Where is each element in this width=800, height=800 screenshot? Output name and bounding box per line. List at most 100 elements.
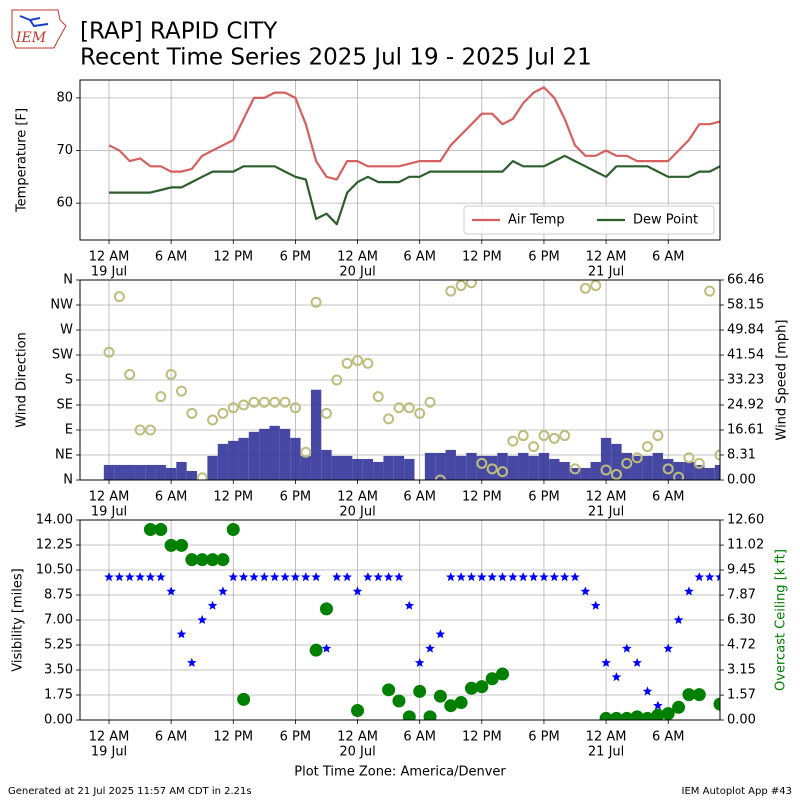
panel: 12 AM 6 AM 12 PM 6 PM 12 AM 6 AM 12 PM 6 PM 12 A… [15,273,790,520]
star-marker [456,572,466,582]
wind-bar [228,440,239,480]
footer-right: IEM Autoplot App #43 [682,786,792,797]
circle-marker [631,452,643,464]
wind-bar [663,458,674,480]
circle-marker [444,699,458,713]
star-marker [135,572,145,582]
y2-tick-label: 7.87 [727,588,756,603]
circle-marker [559,430,571,442]
title: [RAP] RAPID CITY [80,19,278,45]
panel: 12 AM 6 AM 12 PM 6 PM 12 AM 6 AM 12 PM 6 PM 12 A… [15,79,721,280]
x-tick-label: 6 AM [403,250,436,265]
star-marker [156,572,166,582]
wind-bar [538,452,550,480]
wind-bar [279,428,291,480]
wind-bar [393,455,405,480]
wind-bar [290,437,301,480]
star-marker [218,586,228,596]
wind-bar [248,431,260,480]
wind-bar [528,455,539,480]
y2-tick-label: 0.00 [727,473,756,488]
circle-marker [714,449,720,461]
circle-marker [319,602,333,616]
y-tick-label: 80 [56,90,73,105]
star-marker [249,572,259,582]
axes-frame [79,519,721,721]
y2-tick-label: 12.60 [727,513,764,528]
wind-bar [424,452,436,480]
circle-marker [382,683,396,697]
circle-marker [662,463,674,475]
circle-marker [403,402,415,414]
y2-tick-label: 11.02 [727,538,764,553]
wind-bar [621,452,632,480]
x-tick-label: 12 AM [337,490,378,505]
y-axis-label: Wind Direction [15,332,30,428]
y-tick-label: 7.00 [44,613,73,628]
y-tick-label: NE [55,448,73,463]
x-date-label: 19 Jul [91,265,127,280]
wind-bar [207,455,218,480]
circle-marker [528,441,540,453]
y2-tick-label: 6.30 [727,613,756,628]
wind-bar [652,452,664,480]
circle-marker [155,391,167,403]
circle-marker [383,413,395,425]
y-tick-label: W [60,323,73,338]
y2-axis-label: Overcast Ceiling [k ft] [774,549,789,691]
star-marker [332,572,342,582]
circle-marker [620,711,634,720]
circle-marker [454,696,468,710]
logo-text: IEM [15,30,47,46]
wind-bar [466,452,477,480]
star-marker [176,629,187,639]
plot-area [108,86,720,226]
circle-marker [238,399,250,411]
y2-tick-label: 66.46 [727,273,764,288]
y2-tick-label: 9.45 [727,563,756,578]
x-tick-label: 12 PM [213,730,253,745]
circle-marker [475,680,489,694]
wind-bar [455,455,467,480]
star-marker [269,572,280,582]
wind-bar [404,458,415,480]
wind-bar [124,464,135,480]
circle-marker [517,430,529,442]
wind-bar [331,455,343,480]
star-marker [363,572,373,582]
circle-marker [445,285,457,297]
circle-marker [507,435,519,447]
star-marker [414,657,425,667]
circle-marker [672,700,686,714]
circle-marker [154,523,168,537]
star-marker [528,572,539,582]
circle-marker [113,291,125,303]
wind-bar [445,449,456,480]
legend-box [463,205,715,235]
axes-frame [79,79,721,241]
star-marker [539,572,549,582]
circle-marker [237,692,251,706]
circle-marker [630,710,644,720]
wind-bar [145,464,156,480]
circle-marker [392,694,406,708]
star-marker [394,572,404,582]
star-marker [497,572,508,582]
circle-marker [683,452,695,464]
subtitle: Recent Time Series 2025 Jul 19 - 2025 Ju… [80,45,592,71]
star-marker [259,572,270,582]
wind-bar [155,464,166,480]
y2-tick-label: 0.00 [727,713,756,728]
x-date-label: 21 Jul [588,265,624,280]
wind-bar [362,458,374,480]
star-marker [446,572,456,582]
circle-marker [423,710,437,720]
star-marker [591,600,601,610]
circle-marker [486,463,498,475]
wind-bar [373,461,384,480]
plot-area [103,280,720,480]
y-tick-label: SE [57,398,73,413]
y-tick-label: 10.50 [36,563,73,578]
circle-marker [289,402,301,414]
circle-marker [144,424,156,436]
